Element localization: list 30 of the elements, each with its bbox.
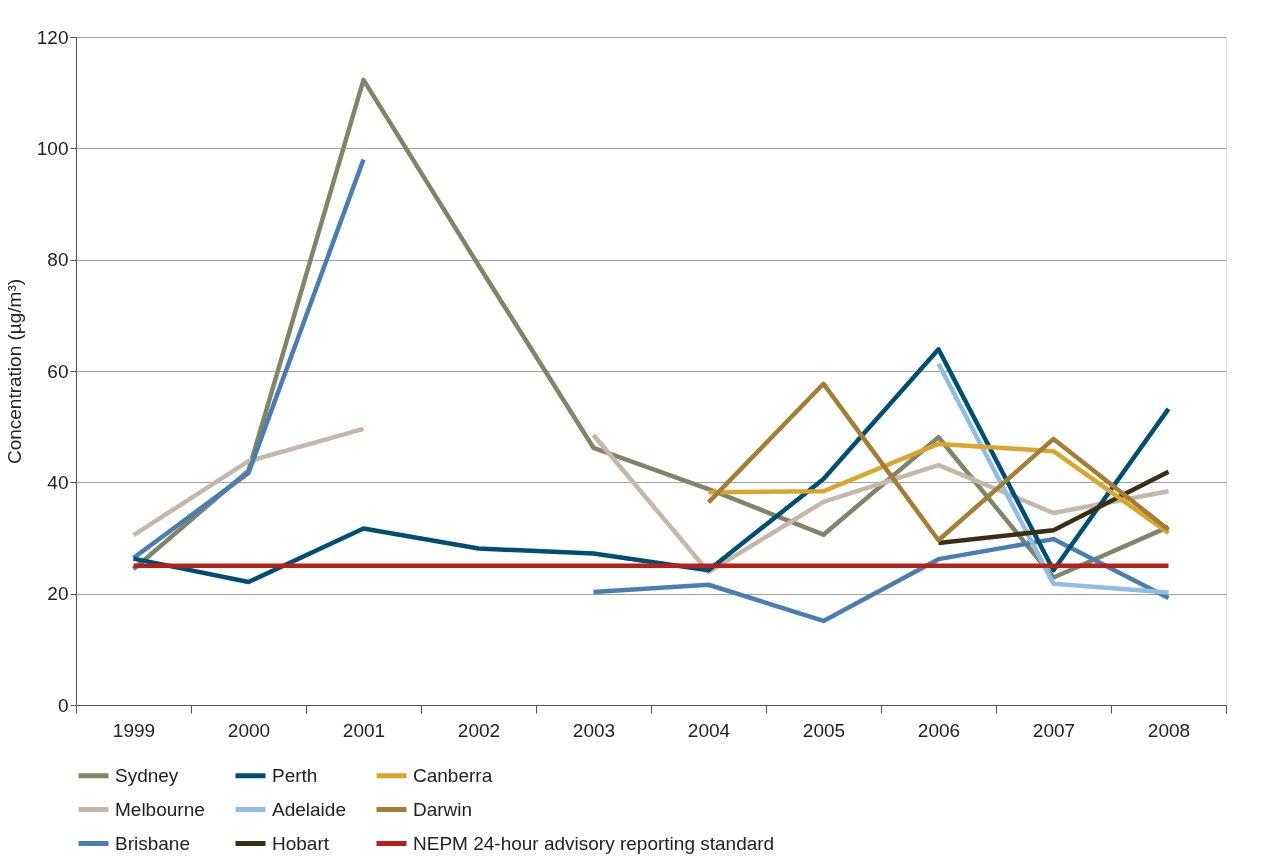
legend-label: NEPM 24-hour advisory reporting standard — [413, 832, 775, 854]
legend-label: Perth — [272, 764, 318, 786]
y-tick-label: 100 — [36, 137, 69, 159]
x-tick-label: 2008 — [1147, 719, 1191, 741]
x-tick-label: 2002 — [457, 719, 501, 741]
legend-label: Brisbane — [115, 832, 190, 854]
x-tick-label: 2003 — [572, 719, 616, 741]
y-axis-title: Concentration (µg/m³) — [3, 278, 25, 465]
legend-label: Melbourne — [115, 798, 205, 820]
y-tick-label: 0 — [57, 694, 69, 716]
y-tick-label: 60 — [47, 360, 69, 382]
line-series — [131, 347, 1171, 585]
x-tick-label: 1999 — [112, 719, 156, 741]
y-tick-label: 80 — [47, 249, 69, 271]
x-tick-label: 2001 — [342, 719, 386, 741]
legend-label: Sydney — [115, 764, 179, 786]
y-tick-label: 120 — [36, 26, 69, 48]
x-tick-label: 2007 — [1032, 719, 1076, 741]
x-tick-label: 2004 — [687, 719, 731, 741]
line-series — [706, 441, 1171, 536]
x-tick-label: 2006 — [917, 719, 961, 741]
legend-label: Canberra — [413, 764, 493, 786]
line-series — [706, 381, 1171, 543]
y-tick-label: 20 — [47, 583, 69, 605]
legend-label: Adelaide — [272, 798, 346, 820]
x-tick-label: 2005 — [802, 719, 846, 741]
legend-label: Hobart — [272, 832, 330, 854]
legend-label: Darwin — [413, 798, 473, 820]
x-tick-label: 2000 — [227, 719, 271, 741]
y-tick-label: 40 — [47, 471, 69, 493]
